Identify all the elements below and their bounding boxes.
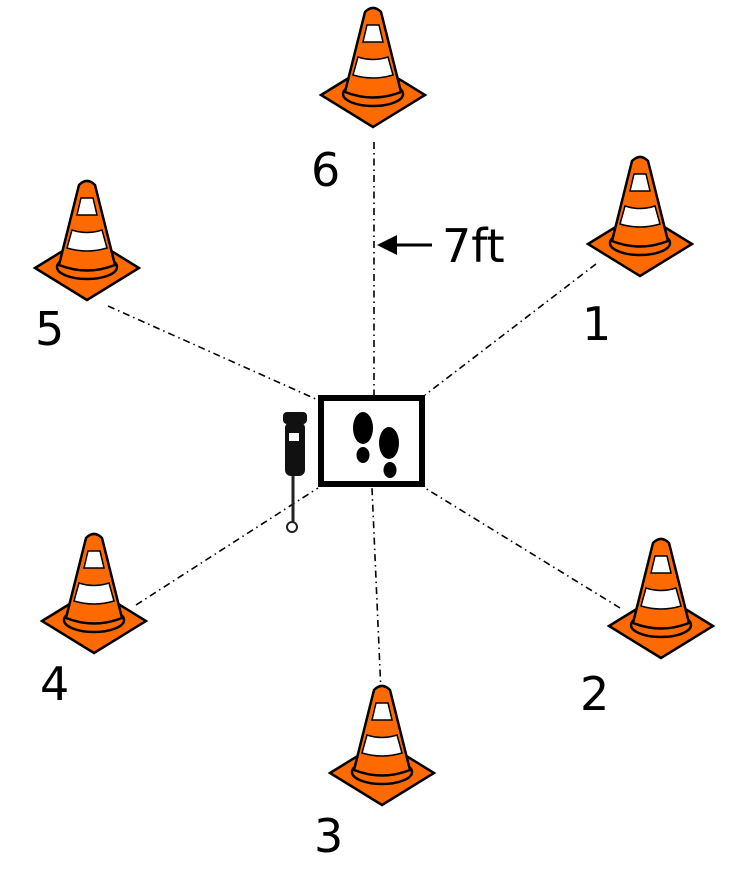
cone-6 (319, 6, 427, 129)
start-square (318, 395, 425, 487)
guide-lines (107, 142, 621, 694)
cone-label-2: 2 (580, 667, 609, 721)
cone-label-1: 1 (582, 297, 611, 351)
footprints-icon (353, 412, 399, 478)
guide-line-1 (424, 263, 597, 396)
guide-line-2 (424, 487, 621, 609)
cone-2 (607, 537, 715, 660)
cone-5 (33, 179, 141, 302)
cone-label-4: 4 (40, 657, 69, 711)
cone-4 (40, 532, 148, 655)
cone-label-6: 6 (311, 143, 340, 197)
handheld-device-icon (283, 412, 307, 533)
guide-line-3 (371, 487, 382, 694)
guide-line-5 (107, 305, 319, 401)
distance-arrow (377, 235, 432, 255)
cone-1 (586, 155, 694, 278)
distance-label: 7ft (442, 219, 505, 273)
cone-3 (328, 684, 436, 807)
guide-line-4 (135, 487, 319, 606)
cone-label-5: 5 (35, 302, 64, 356)
cone-label-3: 3 (314, 809, 343, 863)
